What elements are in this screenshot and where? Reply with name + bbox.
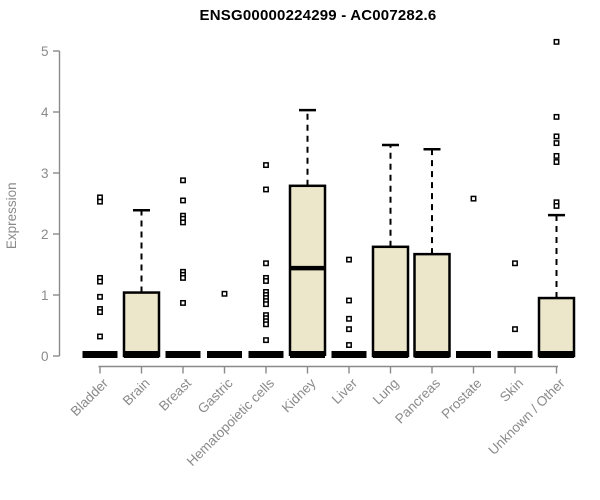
x-tick-label-unknown-other: Unknown / Other — [485, 375, 568, 458]
box-prostate — [456, 195, 491, 358]
x-tick-label-pancreas: Pancreas — [392, 375, 443, 426]
box-rect — [371, 245, 410, 358]
outlier-point — [553, 113, 560, 120]
x-tick-label-breast: Breast — [156, 375, 194, 413]
x-tick-label-prostate: Prostate — [438, 376, 484, 422]
x-tick-label-gastric: Gastric — [195, 375, 236, 416]
outlier-point — [263, 278, 269, 284]
outlier-point — [512, 260, 518, 267]
box-kidney — [288, 108, 327, 358]
box-brain — [122, 208, 161, 358]
outlier-point — [512, 326, 518, 333]
outlier-point — [263, 260, 269, 267]
box-rect — [122, 291, 161, 358]
x-tick-label-brain: Brain — [120, 376, 153, 409]
outlier-point — [346, 326, 352, 333]
zero-bar — [248, 351, 284, 358]
outlier-point — [346, 342, 352, 348]
zero-bar — [82, 351, 118, 358]
chart-title: ENSG00000224299 - AC007282.6 — [199, 7, 437, 24]
zero-bar — [414, 351, 450, 358]
outlier-point — [180, 219, 186, 226]
x-tick-label-lung: Lung — [370, 376, 402, 408]
y-tick-label: 0 — [41, 349, 49, 364]
outlier-point — [97, 198, 103, 205]
outlier-point — [346, 315, 352, 322]
y-tick-label: 3 — [41, 166, 49, 181]
y-tick-label: 4 — [41, 105, 49, 120]
x-tick-label-liver: Liver — [329, 375, 361, 407]
outlier-point — [263, 337, 269, 344]
outlier-point — [180, 299, 186, 306]
outlier-point — [180, 274, 186, 281]
zero-bar — [124, 351, 159, 358]
outlier-point — [263, 162, 269, 169]
outlier-point — [180, 197, 186, 204]
outlier-point — [553, 152, 560, 159]
outlier-point — [263, 186, 269, 193]
box-rect — [413, 252, 451, 358]
box-rect — [537, 296, 576, 358]
outlier-point — [221, 290, 228, 297]
outlier-point — [553, 133, 560, 140]
y-tick-label: 1 — [41, 288, 49, 303]
y-tick-label: 5 — [41, 44, 49, 59]
outlier-point — [553, 159, 560, 165]
outlier-point — [470, 195, 477, 202]
outlier-point — [346, 256, 352, 263]
outlier-point — [263, 301, 269, 308]
outlier-point — [97, 278, 103, 285]
outlier-point — [97, 293, 103, 300]
zero-bar — [373, 351, 408, 358]
box-gastric — [207, 290, 242, 358]
box-unknown-other — [537, 38, 576, 358]
x-tick-label-bladder: Bladder — [68, 375, 112, 419]
x-tick-label-skin: Skin — [497, 376, 526, 405]
box-skin — [497, 260, 533, 358]
zero-bar — [539, 351, 574, 358]
zero-bar — [290, 351, 325, 358]
outlier-point — [553, 38, 560, 45]
box-liver — [331, 256, 367, 358]
y-axis-title: Expression — [4, 182, 19, 249]
zero-bar — [456, 351, 491, 358]
outlier-point — [346, 297, 352, 304]
box-breast — [165, 177, 201, 358]
zero-bar — [331, 351, 367, 358]
box-pancreas — [413, 147, 451, 358]
outlier-point — [553, 140, 560, 147]
box-hematopoietic-cells — [248, 162, 284, 358]
x-tick-label-kidney: Kidney — [279, 375, 319, 415]
outlier-point — [97, 309, 103, 316]
zero-bar — [497, 351, 533, 358]
zero-bar — [207, 351, 242, 358]
box-bladder — [82, 194, 118, 358]
outlier-point — [97, 333, 103, 340]
outlier-point — [263, 321, 269, 328]
y-tick-label: 2 — [41, 227, 49, 242]
zero-bar — [165, 351, 201, 358]
outlier-point — [553, 202, 560, 209]
outlier-point — [180, 177, 186, 184]
box-lung — [371, 143, 410, 358]
